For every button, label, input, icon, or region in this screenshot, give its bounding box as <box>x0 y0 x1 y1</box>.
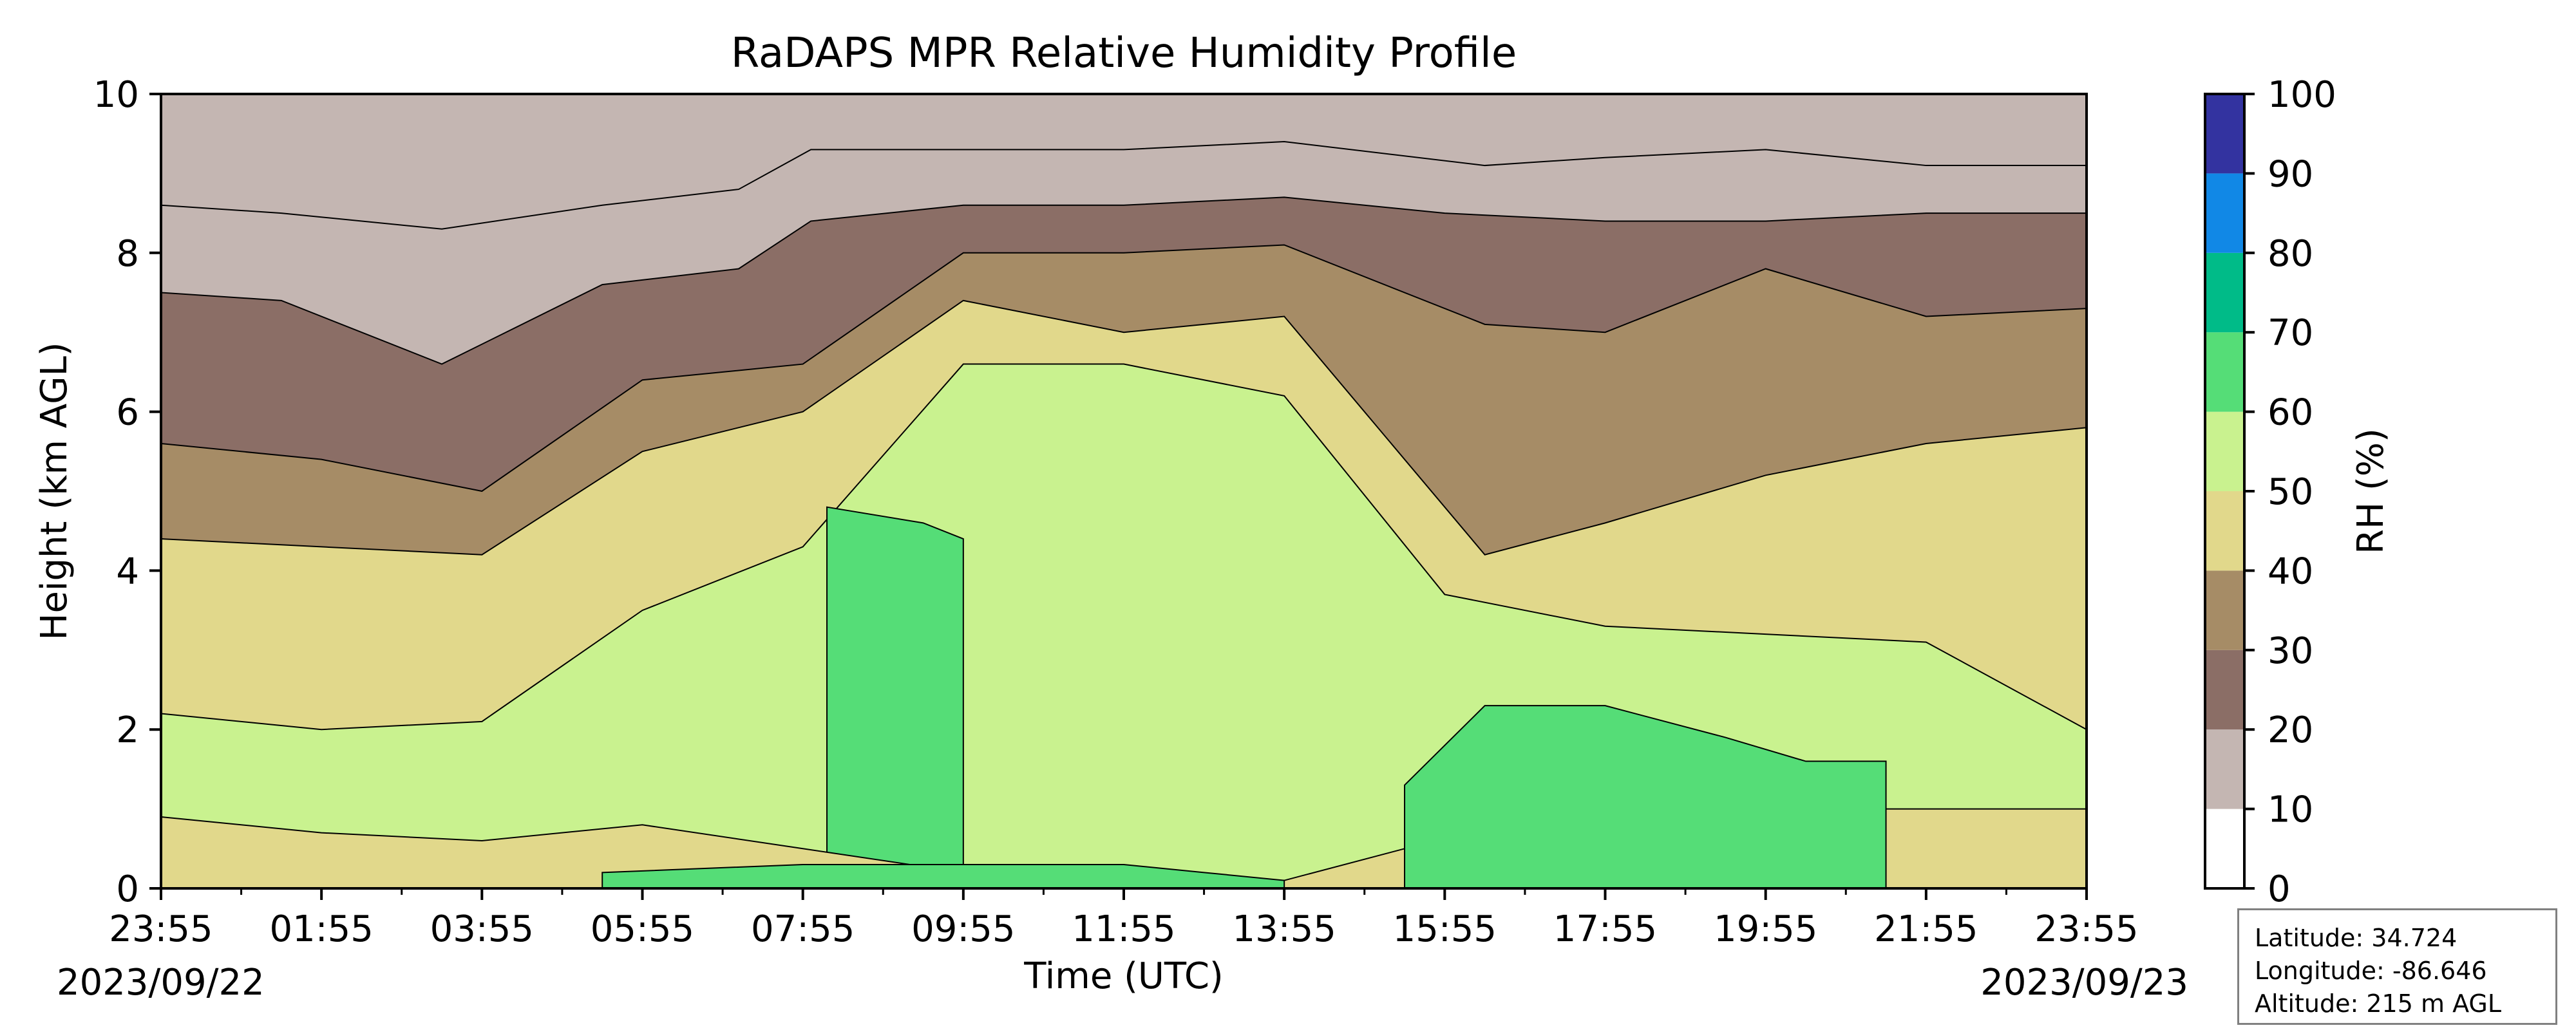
colorbar-swatch-50 <box>2205 411 2244 491</box>
colorbar-label: RH (%) <box>2350 428 2392 554</box>
colorbar-tick-label-6: 60 <box>2268 392 2313 434</box>
colorbar-tick-label-7: 70 <box>2268 312 2313 354</box>
colorbar-swatch-90 <box>2205 94 2244 174</box>
longitude-text: Longitude: -86.646 <box>2255 957 2487 985</box>
x-tick-label-10: 19:55 <box>1714 908 1817 950</box>
colorbar-swatch-60 <box>2205 332 2244 412</box>
x-tick-label-6: 11:55 <box>1072 908 1175 950</box>
y-tick-label-1: 2 <box>116 709 139 751</box>
x-tick-label-7: 13:55 <box>1232 908 1336 950</box>
rh-contour-layer-6 <box>826 506 964 889</box>
y-axis: 0 2 4 6 8 10 <box>93 74 161 910</box>
colorbar: 0 10 20 30 40 50 60 70 80 90 100 <box>2204 74 2336 910</box>
y-tick-label-3: 6 <box>116 392 139 434</box>
colorbar-swatch-40 <box>2205 491 2244 571</box>
colorbar-swatch-0 <box>2205 809 2244 888</box>
x-tick-label-5: 09:55 <box>911 908 1015 950</box>
x-tick-label-9: 17:55 <box>1553 908 1657 950</box>
colorbar-tick-label-4: 40 <box>2268 550 2313 592</box>
colorbar-tick-label-0: 0 <box>2268 868 2291 910</box>
colorbar-tick-label-8: 80 <box>2268 233 2313 275</box>
colorbar-swatch-70 <box>2205 252 2244 333</box>
y-tick-label-2: 4 <box>116 550 139 592</box>
x-tick-label-11: 21:55 <box>1874 908 1978 950</box>
x-axis-label: Time (UTC) <box>1023 955 1224 997</box>
x-tick-label-12: 23:55 <box>2034 908 2138 950</box>
chart-title: RaDAPS MPR Relative Humidity Profile <box>731 30 1517 77</box>
contour-plot-area <box>160 94 2087 889</box>
x-axis: 23:55 01:55 03:55 05:55 07:55 09:55 11:55 13:55… <box>109 888 2139 950</box>
x-tick-label-0: 23:55 <box>109 908 213 950</box>
start-date-label: 2023/09/22 <box>57 962 265 1004</box>
x-tick-label-4: 07:55 <box>751 908 855 950</box>
station-info-box: Latitude: 34.724 Longitude: -86.646 Alti… <box>2237 908 2557 1025</box>
altitude-text: Altitude: 215 m AGL <box>2255 989 2502 1018</box>
y-axis-label: Height (km AGL) <box>33 342 75 640</box>
colorbar-tick-label-10: 100 <box>2268 74 2336 116</box>
colorbar-swatch-10 <box>2205 729 2244 809</box>
colorbar-swatch-20 <box>2205 650 2244 730</box>
end-date-label: 2023/09/23 <box>1980 962 2188 1004</box>
colorbar-swatch-80 <box>2205 173 2244 253</box>
x-tick-label-3: 05:55 <box>591 908 694 950</box>
x-tick-label-1: 01:55 <box>269 908 373 950</box>
colorbar-tick-label-1: 10 <box>2268 789 2313 831</box>
colorbar-tick-label-2: 20 <box>2268 709 2313 751</box>
x-tick-label-8: 15:55 <box>1393 908 1497 950</box>
y-tick-label-0: 0 <box>116 868 139 910</box>
latitude-text: Latitude: 34.724 <box>2255 924 2458 952</box>
colorbar-tick-label-5: 50 <box>2268 471 2313 513</box>
y-tick-label-4: 8 <box>116 233 139 275</box>
colorbar-tick-label-9: 90 <box>2268 153 2313 195</box>
colorbar-swatch-30 <box>2205 570 2244 650</box>
colorbar-tick-label-3: 30 <box>2268 630 2313 672</box>
y-tick-label-5: 10 <box>93 74 139 116</box>
x-tick-label-2: 03:55 <box>430 908 534 950</box>
